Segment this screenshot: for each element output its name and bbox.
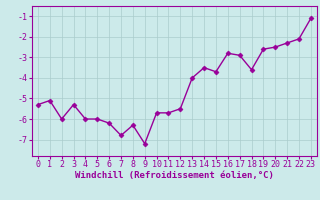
- X-axis label: Windchill (Refroidissement éolien,°C): Windchill (Refroidissement éolien,°C): [75, 171, 274, 180]
